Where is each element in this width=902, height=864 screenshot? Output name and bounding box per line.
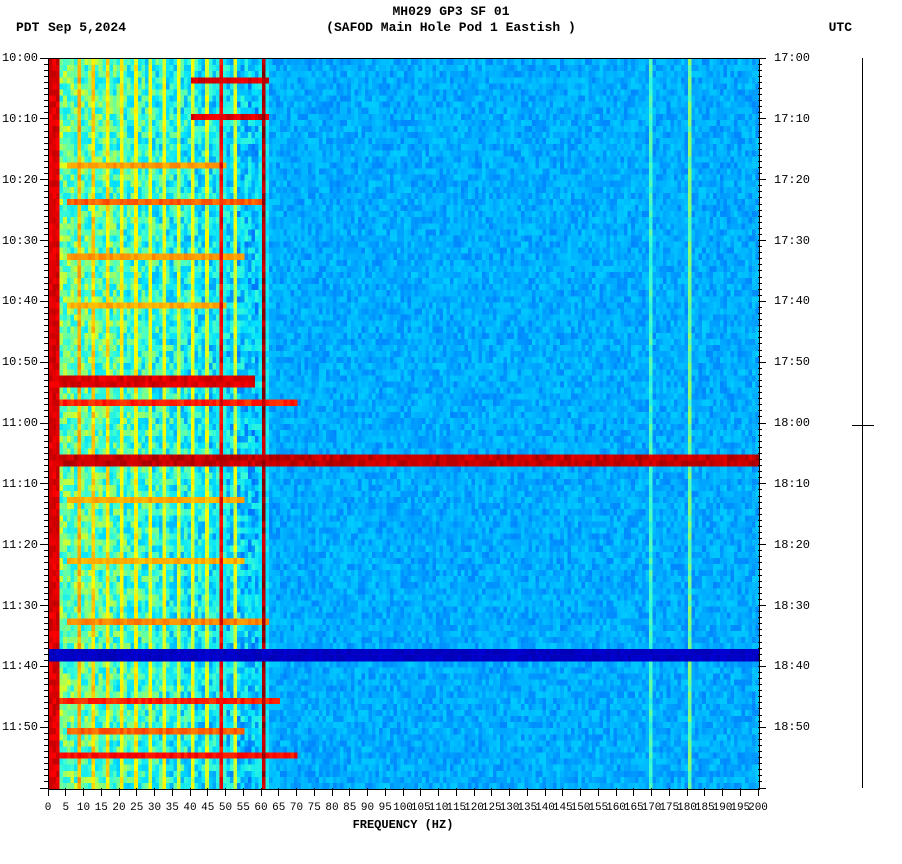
x-tick-label: 30 [148,802,161,814]
right-y-tick-label: 18:10 [774,477,818,491]
title-line-2: (SAFOD Main Hole Pod 1 Eastish ) [326,20,576,35]
right-y-tick-label: 18:40 [774,659,818,673]
title-line-1: MH029 GP3 SF 01 [392,4,509,19]
right-y-tick-label: 17:00 [774,51,818,65]
left-y-tick-label: 11:00 [0,416,38,430]
left-y-tick-label: 11:10 [0,477,38,491]
right-y-tick-label: 17:30 [774,234,818,248]
figure-title: MH029 GP3 SF 01 (SAFOD Main Hole Pod 1 E… [0,4,902,36]
spectrogram-figure: PDT Sep 5,2024 MH029 GP3 SF 01 (SAFOD Ma… [0,0,902,864]
x-tick-label: 80 [325,802,338,814]
right-y-tick-label: 18:00 [774,416,818,430]
x-tick-label: 45 [201,802,214,814]
left-y-tick-label: 10:20 [0,173,38,187]
x-tick-label: 200 [748,802,768,814]
x-tick-label: 70 [290,802,303,814]
right-marker-bar [848,58,878,788]
x-tick-label: 50 [219,802,232,814]
x-tick-label: 20 [112,802,125,814]
left-y-tick-label: 10:10 [0,112,38,126]
x-tick-label: 40 [183,802,196,814]
x-tick-label: 85 [343,802,356,814]
x-axis-title: FREQUENCY (HZ) [48,818,758,832]
x-tick-label: 65 [272,802,285,814]
x-tick-label: 35 [166,802,179,814]
left-y-tick-label: 10:30 [0,234,38,248]
right-y-tick-label: 17:50 [774,355,818,369]
left-y-tick-label: 11:30 [0,599,38,613]
x-tick-label: 10 [77,802,90,814]
right-y-tick-label: 18:20 [774,538,818,552]
x-tick-label: 75 [308,802,321,814]
right-y-tick-label: 17:10 [774,112,818,126]
left-y-tick-label: 10:40 [0,294,38,308]
left-y-tick-label: 10:50 [0,355,38,369]
right-y-tick-label: 18:50 [774,720,818,734]
right-y-tick-label: 17:40 [774,294,818,308]
left-y-tick-label: 10:00 [0,51,38,65]
x-tick-label: 15 [95,802,108,814]
x-tick-label: 90 [361,802,374,814]
marker-cross-tick [852,425,874,426]
x-axis: FREQUENCY (HZ) 05 10 15 20 25 30 35 40 45 50 55 60 6… [48,788,758,848]
x-tick-label: 0 [45,802,52,814]
x-tick-label: 25 [130,802,143,814]
right-y-tick-label: 17:20 [774,173,818,187]
x-tick-label: 55 [237,802,250,814]
figure-header: PDT Sep 5,2024 MH029 GP3 SF 01 (SAFOD Ma… [0,0,902,50]
spectrogram-plot [48,58,760,790]
marker-vertical-line [862,58,863,788]
x-tick-label: 60 [254,802,267,814]
left-y-tick-label: 11:40 [0,659,38,673]
left-y-tick-label: 11:50 [0,720,38,734]
right-timezone-label: UTC [829,20,852,35]
spectrogram-canvas [49,59,759,789]
x-tick-label: 95 [379,802,392,814]
x-tick-label: 5 [62,802,69,814]
left-y-tick-label: 11:20 [0,538,38,552]
right-y-axis: 17:0017:1017:2017:3017:4017:5018:0018:10… [758,58,828,788]
left-y-axis: 10:0010:1010:2010:3010:4010:5011:0011:10… [0,58,48,788]
right-y-tick-label: 18:30 [774,599,818,613]
